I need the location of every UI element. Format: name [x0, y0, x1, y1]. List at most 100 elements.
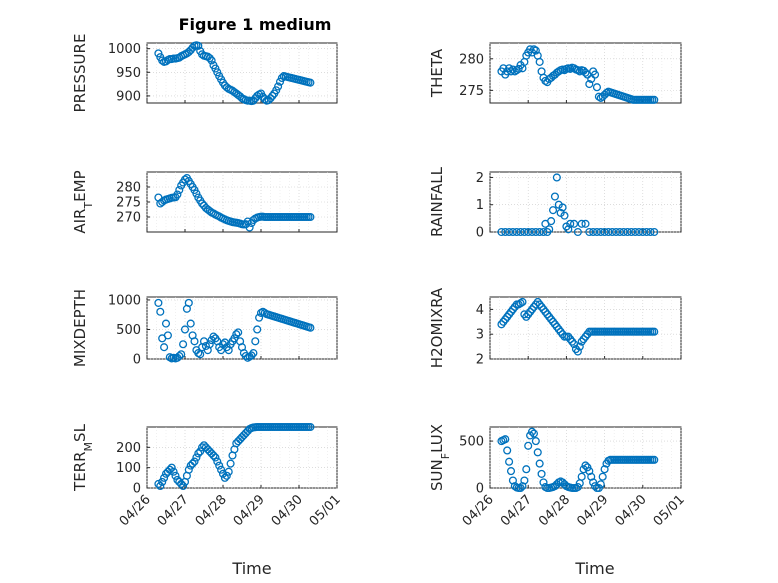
y-tick-label: 275 — [459, 84, 484, 99]
y-axis-label-part: SUN — [428, 459, 446, 491]
subplot-1: 900 950 1000 PRESSURE — [71, 34, 338, 112]
subplot-6: 2 3 4 H2OMIXRA — [428, 287, 682, 368]
data-point — [497, 227, 506, 237]
data-point — [274, 82, 283, 91]
figure-title: Figure 1 medium — [179, 15, 332, 34]
y-axis-label-part: SL — [71, 423, 89, 442]
data-point — [575, 342, 584, 351]
data-point — [154, 49, 163, 58]
y-tick-label: 3 — [476, 328, 484, 343]
data-point — [612, 227, 621, 237]
data-point — [226, 459, 235, 468]
y-tick-label: 500 — [459, 435, 484, 450]
data-point — [175, 185, 184, 195]
data-point — [196, 447, 205, 456]
data-point — [190, 337, 199, 346]
y-tick-label: 1000 — [108, 293, 141, 308]
x-axis-label-right: Time — [574, 559, 614, 578]
y-tick-label: 0 — [476, 226, 484, 241]
data-point — [501, 435, 510, 444]
data-point — [615, 227, 624, 237]
data-point — [306, 323, 315, 332]
y-axis-label-part: EMP — [71, 170, 89, 201]
data-point — [566, 219, 575, 228]
data-point — [224, 467, 233, 476]
data-point — [156, 481, 165, 491]
data-point — [537, 469, 546, 478]
y-tick-label: 275 — [116, 196, 141, 211]
y-tick-label: 0 — [133, 353, 141, 368]
data-point — [548, 206, 558, 215]
data-point — [516, 227, 525, 237]
data-point — [275, 77, 285, 86]
data-point — [581, 461, 590, 470]
data-point — [306, 212, 315, 222]
y-axis-label: AIRTEMP — [71, 170, 95, 233]
data-point — [631, 227, 640, 237]
data-point — [619, 227, 628, 237]
y-tick-label: 0 — [133, 482, 141, 497]
data-point — [529, 45, 538, 54]
data-point — [169, 467, 178, 476]
data-point — [207, 56, 216, 65]
x-tick-label: 04/27 — [498, 492, 535, 529]
data-point — [211, 64, 220, 73]
data-point — [201, 341, 210, 351]
data-point — [646, 227, 655, 237]
subplot-8: 04/26 04/27 04/28 04/29 04/30 05/01 0 500 SUNFLU… — [428, 424, 688, 529]
data-point — [205, 54, 214, 63]
data-point — [161, 319, 171, 328]
data-point — [508, 65, 517, 74]
data-point — [569, 219, 579, 228]
data-point — [577, 472, 586, 481]
data-point — [220, 338, 229, 347]
data-point — [512, 227, 521, 237]
data-point — [186, 319, 195, 328]
data-point — [241, 351, 250, 361]
data-point — [505, 227, 514, 237]
data-point — [268, 91, 277, 100]
data-point — [184, 465, 193, 474]
data-point — [531, 46, 540, 55]
data-point — [600, 227, 609, 237]
data-point — [154, 298, 163, 307]
data-point — [175, 351, 184, 361]
y-axis-label-part: AIR — [71, 209, 89, 234]
data-point — [560, 66, 569, 75]
data-point — [158, 477, 167, 486]
data-point — [575, 67, 584, 76]
x-tick-label: 04/26 — [460, 492, 497, 529]
x-tick-label: 04/26 — [117, 492, 154, 529]
data-point — [192, 189, 201, 198]
y-tick-label: 950 — [116, 66, 141, 81]
data-point — [247, 351, 256, 360]
y-tick-label: 270 — [116, 211, 141, 226]
data-point — [564, 225, 573, 234]
data-point — [577, 219, 586, 228]
data-point — [539, 478, 548, 487]
data-point — [194, 449, 203, 458]
data-point — [585, 227, 594, 237]
data-point — [552, 173, 561, 182]
x-tick-label: 04/30 — [613, 492, 650, 529]
y-tick-label: 4 — [476, 303, 484, 318]
data-point — [531, 227, 540, 237]
y-axis-label: MIXDEPTH — [71, 289, 89, 367]
data-point — [251, 337, 260, 346]
data-point — [177, 350, 186, 359]
data-point — [160, 473, 169, 482]
data-point — [598, 472, 607, 481]
data-point — [535, 459, 544, 468]
data-point — [194, 41, 203, 50]
data-point — [173, 190, 182, 199]
data-point — [573, 227, 582, 237]
y-axis-label: TERRMSL — [71, 423, 95, 492]
data-point — [581, 219, 590, 228]
data-point — [596, 480, 605, 489]
data-point — [518, 297, 527, 307]
data-point — [514, 64, 523, 73]
y-axis-label-subscript: F — [439, 453, 452, 459]
data-point — [306, 422, 315, 432]
data-point — [585, 80, 594, 89]
data-point — [232, 330, 241, 339]
